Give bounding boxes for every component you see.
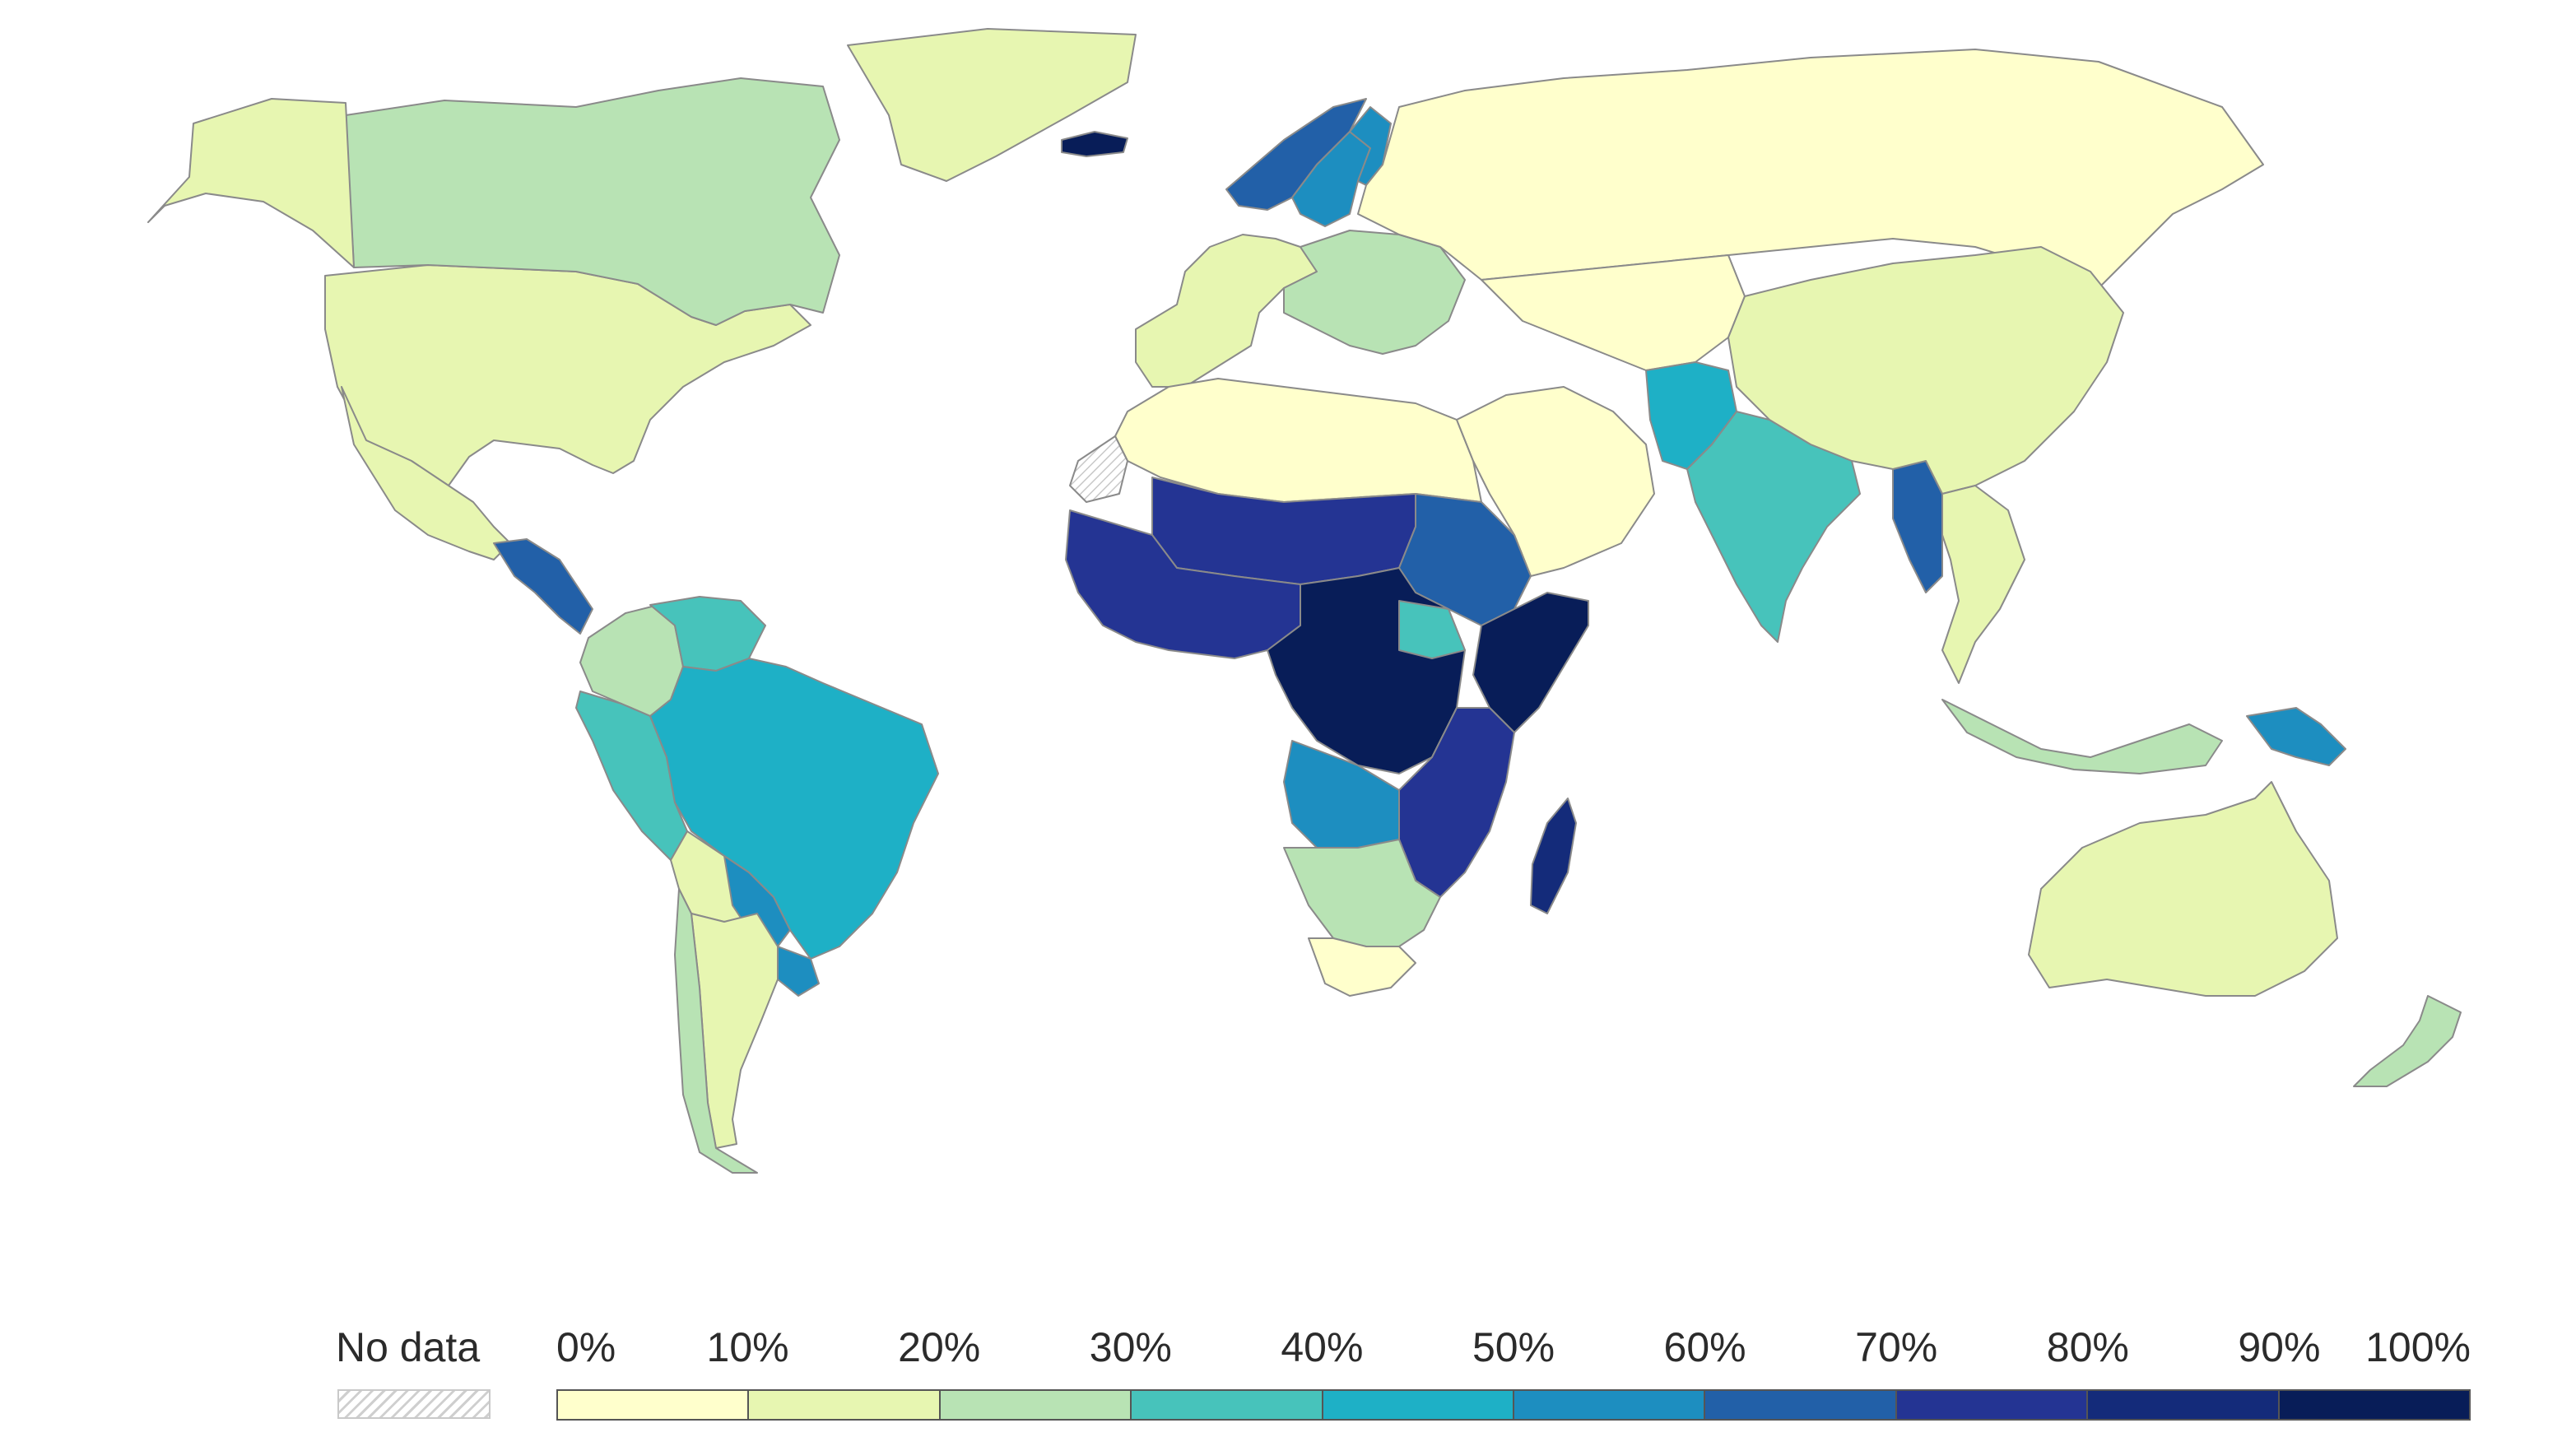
region-madagascar (1530, 798, 1577, 914)
region-papua-new-guinea (2246, 707, 2346, 766)
region-southeast-asia (1941, 485, 2025, 684)
region-iceland (1061, 131, 1128, 157)
world-choropleth-map (147, 28, 2462, 1174)
scale-tick-label: 40% (1281, 1324, 1364, 1370)
scale-segment (2279, 1391, 2470, 1419)
region-australia (2028, 781, 2338, 997)
scale-tick-label: 0% (556, 1324, 616, 1370)
region-india (1686, 411, 1861, 643)
region-arabia (1456, 386, 1655, 577)
region-indonesia (1941, 699, 2223, 774)
no-data-label: No data (336, 1324, 481, 1370)
region-eastern-europe (1283, 230, 1466, 355)
scale-tick-label: 10% (706, 1324, 789, 1370)
scale-tick-label: 90% (2238, 1324, 2321, 1370)
no-data-swatch (337, 1389, 491, 1419)
region-central-asia (1481, 254, 1746, 371)
scale-segment (1705, 1391, 1897, 1419)
scale-segment (940, 1391, 1132, 1419)
region-southern-africa (1283, 839, 1441, 947)
scale-tick-label: 50% (1472, 1324, 1555, 1370)
scale-segment (749, 1391, 941, 1419)
scale-tick-label: 30% (1089, 1324, 1172, 1370)
scale-tick-label: 20% (898, 1324, 981, 1370)
scale-tick-label: 100% (2365, 1324, 2471, 1370)
scale-segment (1132, 1391, 1323, 1419)
region-russia (1357, 49, 2264, 289)
scale-segment (558, 1391, 750, 1419)
region-western-sahara (1069, 435, 1128, 503)
color-scale-bar (556, 1389, 2471, 1421)
scale-segment (1323, 1391, 1515, 1419)
region-south-sudan (1398, 600, 1466, 659)
region-china (1727, 246, 2124, 495)
region-new-zealand (2353, 995, 2462, 1087)
region-south-africa (1308, 937, 1416, 997)
region-alaska (147, 98, 355, 268)
scale-segment (1514, 1391, 1706, 1419)
scale-tick-label: 80% (2046, 1324, 2129, 1370)
scale-segment (2088, 1391, 2280, 1419)
region-west-africa (1065, 509, 1301, 659)
region-paraguay (723, 855, 791, 947)
region-central-america (493, 538, 593, 635)
scale-tick-label: 60% (1663, 1324, 1746, 1370)
region-horn-of-africa (1472, 592, 1589, 733)
region-greenland (847, 28, 1137, 182)
scale-tick-label: 70% (1855, 1324, 1938, 1370)
scale-segment (1896, 1391, 2089, 1419)
region-canada (345, 77, 840, 326)
region-chile (674, 888, 758, 1174)
map-legend: No data 0% 10% 20% 30% 40% 50% 60% 70% 80% 90% 100… (0, 1284, 2576, 1437)
